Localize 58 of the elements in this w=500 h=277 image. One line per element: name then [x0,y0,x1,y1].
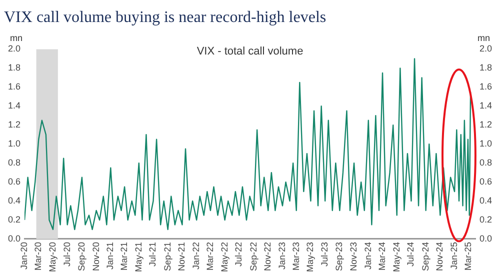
y-tick-label: 0.0 [8,233,21,244]
x-tick-label: Jan-20 [18,242,29,270]
x-tick-label: Jan-23 [276,242,287,270]
x-tick-label: Sep-23 [334,242,344,272]
y-tick-label: 1.6 [8,82,21,92]
y-axis-title: mn [10,33,23,44]
y-tick-label: 2.0 [8,44,21,54]
y-tick-label: 1.4 [8,100,21,111]
x-tick-label: Mar-24 [377,242,387,271]
x-tick-label: Jul-23 [320,242,330,267]
x-tick-label: Nov-22 [262,242,273,272]
x-tick-label: Jan-21 [105,242,116,270]
x-tick-label: Mar-21 [119,242,130,271]
y2-tick-label: 0.8 [479,158,492,168]
x-tick-label: Jul-22 [234,242,244,267]
x-tick-label: Nov-20 [90,242,101,272]
x-tick-label: Jan-25 [449,242,460,270]
x-tick-label: May-21 [133,242,144,272]
y-tick-label: 0.8 [8,158,21,168]
y-tick-label: 0.4 [8,196,21,206]
x-tick-label: May-20 [47,242,58,272]
x-tick-label: Jul-20 [62,242,72,267]
x-tick-label: Jul-24 [406,242,416,267]
y2-tick-label: 0.0 [479,233,492,244]
y-tick-label: 1.2 [8,120,21,130]
x-tick-label: May-23 [305,242,316,272]
x-tick-label: Sep-22 [248,242,258,272]
x-tick-label: Mar-22 [204,242,215,271]
x-tick-label: Jan-22 [191,242,202,270]
y2-tick-label: 1.6 [479,82,492,92]
x-tick-label: Nov-24 [434,242,445,272]
x-tick-label: Sep-20 [76,242,86,272]
x-tick-label: May-24 [391,242,402,272]
x-tick-label: Jul-21 [148,242,158,267]
x-tick-label: Mar-25 [462,242,473,271]
x-tick-label: Mar-20 [33,242,44,271]
y-tick-label: 0.2 [8,214,21,224]
x-tick-label: Mar-23 [290,242,301,271]
y2-tick-label: 1.2 [479,120,492,130]
x-tick-label: May-22 [219,242,230,272]
chart-title: VIX call volume buying is near record-high levels [4,8,326,26]
x-tick-label: Nov-23 [348,242,359,272]
y2-axis-title: mn [477,33,490,44]
x-tick-label: Sep-21 [162,242,172,272]
x-tick-label: Jan-24 [362,242,373,270]
y2-tick-label: 0.4 [479,196,492,206]
y2-tick-label: 0.2 [479,214,492,224]
x-tick-label: Sep-24 [420,242,430,272]
y-tick-label: 1.0 [8,138,21,149]
y2-tick-label: 0.6 [479,176,492,187]
y2-tick-label: 1.4 [479,100,492,111]
y2-tick-label: 2.0 [479,44,492,54]
chart-subtitle: VIX - total call volume [196,46,304,58]
y2-tick-label: 1.8 [479,62,492,73]
y2-tick-label: 1.0 [479,138,492,149]
y-tick-label: 1.8 [8,62,21,73]
y-tick-label: 0.6 [8,176,21,187]
x-tick-label: Nov-21 [176,242,187,272]
